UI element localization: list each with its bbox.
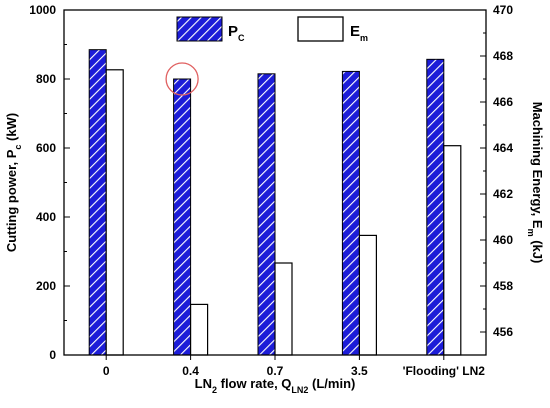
highlight-circle <box>165 62 199 96</box>
y-right-tick-label: 470 <box>493 3 513 17</box>
x-tick-label: 3.5 <box>351 364 368 378</box>
bar-em-0 <box>105 69 124 356</box>
y-right-tick-label: 458 <box>493 279 513 293</box>
x-tick-label: 0.4 <box>182 364 199 378</box>
legend-label-em: Em <box>350 23 368 43</box>
y-right-tick-label: 462 <box>493 187 513 201</box>
bar-em-1 <box>190 303 209 356</box>
x-tick-label: 'Flooding' LN2 <box>403 364 486 378</box>
y-right-axis-label: Machining Energy, Em (kJ) <box>526 102 545 264</box>
legend-label-pc: PC <box>228 23 245 43</box>
bar-em-3 <box>358 234 377 356</box>
bar-pc-0 <box>88 49 107 356</box>
bar-em-2 <box>274 262 293 356</box>
bar-pc-3 <box>341 70 360 356</box>
legend-swatch-em <box>297 16 344 42</box>
y-left-tick-label: 600 <box>36 141 56 155</box>
bar-em-4 <box>443 145 462 356</box>
bar-pc-2 <box>257 73 276 356</box>
y-right-tick-label: 456 <box>493 325 513 339</box>
legend-swatch-pc <box>176 16 223 42</box>
y-left-axis-label: Cutting power, Pc (kW) <box>4 113 23 252</box>
x-axis-label: LN2 flow rate, QLN2 (L/min) <box>195 376 356 395</box>
y-left-tick-label: 0 <box>49 348 56 362</box>
y-right-tick-label: 460 <box>493 233 513 247</box>
y-right-tick-label: 464 <box>493 141 513 155</box>
bar-pc-1 <box>173 78 192 356</box>
x-tick-label: 0 <box>103 364 110 378</box>
y-left-tick-label: 200 <box>36 279 56 293</box>
y-left-tick-label: 1000 <box>29 3 56 17</box>
y-left-tick-label: 800 <box>36 72 56 86</box>
bar-pc-4 <box>426 58 445 356</box>
y-left-tick-label: 400 <box>36 210 56 224</box>
y-right-tick-label: 466 <box>493 95 513 109</box>
y-right-tick-label: 468 <box>493 49 513 63</box>
x-tick-label: 0.7 <box>267 364 284 378</box>
